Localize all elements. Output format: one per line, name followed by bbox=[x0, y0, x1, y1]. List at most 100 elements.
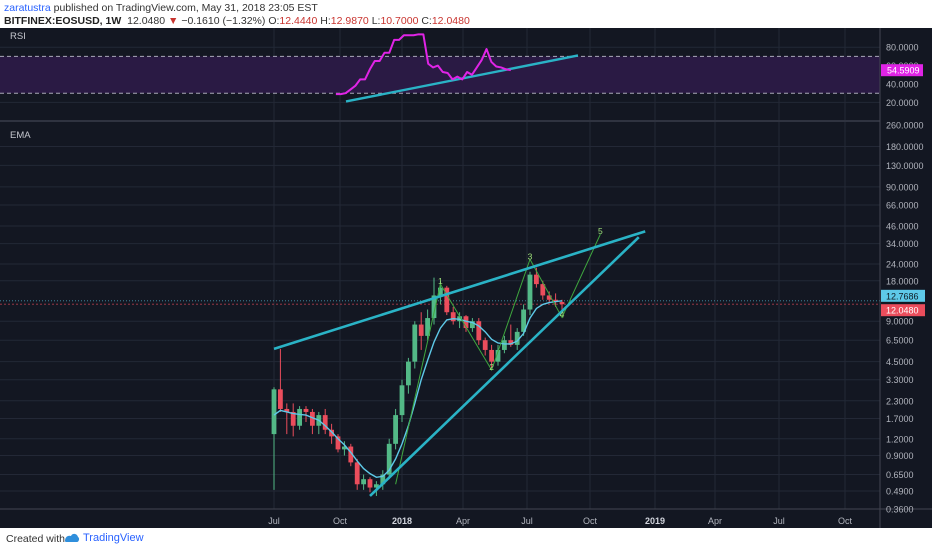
candle-body bbox=[476, 321, 482, 341]
rsi-axis-tick-label: 80.0000 bbox=[886, 43, 919, 53]
price-axis-tick-label: 3.3000 bbox=[886, 375, 914, 385]
candle-body bbox=[374, 484, 379, 488]
time-axis-tick-label: Apr bbox=[708, 516, 722, 526]
open-label: O: bbox=[268, 15, 280, 27]
price-axis-tick-label: 66.0000 bbox=[886, 200, 919, 210]
candle-body bbox=[546, 295, 552, 300]
candle-body bbox=[271, 389, 277, 435]
price-axis-tick-label: 0.6500 bbox=[886, 470, 914, 480]
tradingview-brand-link[interactable]: TradingView bbox=[83, 532, 144, 544]
price-tag-label: 12.7686 bbox=[886, 291, 919, 301]
candle-body bbox=[406, 361, 411, 386]
wave-label: 2 bbox=[489, 362, 494, 372]
candle-body bbox=[284, 408, 290, 412]
candle-body bbox=[514, 331, 520, 345]
high-label: H: bbox=[320, 15, 331, 27]
time-axis-tick-label: Jul bbox=[773, 516, 785, 526]
change-arrow-icon: ▼ bbox=[168, 15, 179, 27]
open-value: 12.4440 bbox=[279, 15, 318, 27]
candle-body bbox=[399, 385, 405, 416]
time-axis-tick-label: Jul bbox=[268, 516, 280, 526]
price-axis[interactable]: 80.000060.000040.000020.000054.5909260.0… bbox=[881, 43, 925, 515]
candle-body bbox=[393, 415, 398, 444]
close-value: 12.0480 bbox=[431, 15, 470, 27]
candle-body bbox=[444, 287, 450, 313]
time-axis-tick-label: Oct bbox=[838, 516, 853, 526]
candle-body bbox=[521, 309, 526, 332]
rsi-pane-title: RSI bbox=[10, 31, 26, 42]
price-tag-badge bbox=[881, 289, 925, 302]
rsi-overbought-oversold-band bbox=[0, 56, 880, 94]
price-axis-tick-label: 9.0000 bbox=[886, 317, 914, 327]
wedge-trendline bbox=[273, 230, 646, 351]
price-axis-tick-label: 2.3000 bbox=[886, 396, 914, 406]
last-price: 12.0480 bbox=[127, 15, 166, 27]
created-with-text: Created with bbox=[6, 533, 65, 545]
candle-body bbox=[335, 436, 341, 450]
ema-line bbox=[273, 300, 563, 479]
candle-body bbox=[348, 446, 354, 463]
time-axis-tick-label: Apr bbox=[456, 516, 470, 526]
candle-body bbox=[450, 312, 456, 322]
price-change: −0.1610 (−1.32%) bbox=[181, 15, 266, 27]
rsi-axis-tick-label: 40.0000 bbox=[886, 80, 919, 90]
time-axis-tick-label: 2018 bbox=[392, 516, 412, 526]
price-axis-tick-label: 34.0000 bbox=[886, 239, 919, 249]
published-text: published on TradingView.com, May 31, 20… bbox=[53, 2, 318, 14]
price-axis-tick-label: 6.5000 bbox=[886, 336, 914, 346]
time-axis-tick-label: Oct bbox=[333, 516, 348, 526]
symbol-label[interactable]: BITFINEX:EOSUSD, 1W bbox=[4, 15, 122, 27]
candle-body bbox=[527, 274, 533, 310]
candle-body bbox=[438, 287, 443, 296]
price-series: 1 2 3 4 5 bbox=[0, 226, 880, 497]
candle-body bbox=[534, 274, 539, 285]
candle-body bbox=[329, 429, 334, 437]
low-value: 10.7000 bbox=[380, 15, 419, 27]
time-axis[interactable]: Jul Oct 2018 Apr Jul Oct 2019 Apr Jul Oct bbox=[268, 516, 852, 526]
price-axis-tick-label: 18.0000 bbox=[886, 276, 919, 286]
price-axis-tick-label: 1.7000 bbox=[886, 414, 914, 424]
time-axis-tick-label: Jul bbox=[521, 516, 533, 526]
close-label: C: bbox=[421, 15, 432, 27]
price-axis-tick-label: 0.4900 bbox=[886, 487, 914, 497]
candle-body bbox=[540, 284, 546, 296]
price-axis-tick-label: 1.2000 bbox=[886, 434, 914, 444]
publication-line: zaratustra published on TradingView.com,… bbox=[4, 2, 318, 14]
high-value: 12.9870 bbox=[330, 15, 369, 27]
candle-body bbox=[297, 408, 302, 426]
candle-body bbox=[290, 411, 296, 426]
wedge-trendline bbox=[369, 236, 640, 497]
candle-body bbox=[495, 349, 501, 362]
candle-body bbox=[482, 340, 488, 350]
price-pane[interactable]: 1 2 3 4 5 EMA bbox=[0, 130, 880, 497]
price-axis-tick-label: 260.0000 bbox=[886, 121, 924, 131]
candle-body bbox=[489, 349, 494, 362]
rsi-pane[interactable]: RSI bbox=[0, 31, 880, 103]
candle-body bbox=[342, 446, 347, 450]
candle-body bbox=[380, 474, 386, 485]
price-axis-tick-label: 46.0000 bbox=[886, 222, 919, 232]
author-link[interactable]: zaratustra bbox=[4, 2, 51, 14]
ema-pane-title: EMA bbox=[10, 130, 31, 141]
candle-body bbox=[559, 302, 565, 305]
candle-body bbox=[354, 462, 360, 485]
wave-label: 4 bbox=[560, 309, 565, 319]
candle-body bbox=[418, 324, 424, 336]
wave-label: 1 bbox=[438, 276, 443, 286]
wave-label: 5 bbox=[598, 226, 603, 236]
candle-body bbox=[361, 479, 366, 485]
low-label: L: bbox=[371, 15, 381, 27]
candle-body bbox=[278, 389, 283, 409]
candle-body bbox=[502, 340, 507, 350]
tradingview-logo-icon[interactable] bbox=[64, 532, 80, 544]
price-axis-tick-label: 24.0000 bbox=[886, 259, 919, 269]
candle-body bbox=[367, 479, 373, 488]
time-axis-tick-label: Oct bbox=[583, 516, 598, 526]
price-tag-label: 12.0480 bbox=[886, 306, 919, 316]
ohlc-line: BITFINEX:EOSUSD, 1W 12.0480 ▼ −0.1610 (−… bbox=[4, 15, 470, 27]
candle-body bbox=[303, 408, 309, 412]
candle-body bbox=[463, 316, 469, 329]
price-axis-tick-label: 0.3600 bbox=[886, 505, 914, 515]
